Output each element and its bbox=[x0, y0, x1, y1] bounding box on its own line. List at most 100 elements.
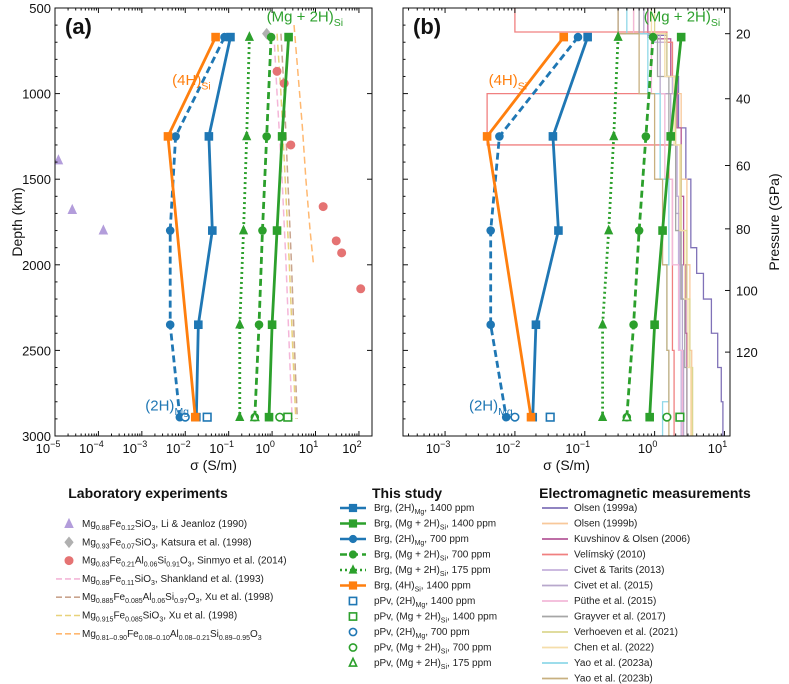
lab-point bbox=[55, 154, 64, 165]
x-tick-label: 10−3 bbox=[426, 439, 451, 456]
text-span: Al bbox=[143, 592, 152, 603]
legend-marker bbox=[348, 656, 358, 667]
text-span: Si bbox=[441, 649, 448, 656]
x-tick-label: 101 bbox=[299, 439, 318, 456]
em-profile-line bbox=[617, 8, 671, 436]
text-span: Mg bbox=[498, 406, 513, 418]
y2-tick-label: 120 bbox=[736, 345, 758, 360]
study-point bbox=[559, 32, 569, 42]
text-span: Mg bbox=[416, 602, 426, 609]
lab-point bbox=[318, 202, 328, 212]
text-span: Mg bbox=[82, 556, 96, 567]
text-span: , Katsura et al. (1998) bbox=[155, 537, 251, 548]
text-span: , 1400 ppm bbox=[446, 519, 496, 530]
text-span: Brg, (Mg + 2H) bbox=[374, 519, 440, 530]
text-span: (Mg + 2H) bbox=[644, 9, 711, 26]
study-point bbox=[211, 32, 220, 42]
y2-tick-label: 20 bbox=[736, 27, 750, 42]
text-span: 0.915 bbox=[96, 617, 114, 624]
y-tick-label: 3000 bbox=[22, 429, 51, 444]
y-tick-label: 1000 bbox=[22, 87, 51, 102]
text-span: 0.89 bbox=[96, 580, 110, 587]
x-axis-label: σ (S/m) bbox=[543, 457, 590, 473]
legend-label-lab: Mg0.93​Fe0.07​SiO3​, Katsura et al. (199… bbox=[82, 537, 252, 550]
legend-label-em: Yao et al. (2023b) bbox=[574, 674, 653, 684]
tick-exp: −1 bbox=[580, 439, 590, 449]
y2-tick-label: 100 bbox=[736, 283, 758, 298]
text-span: Mg bbox=[82, 629, 96, 640]
study-point bbox=[486, 226, 495, 235]
text-span: Mg bbox=[82, 519, 96, 530]
tick-base: 10 bbox=[255, 441, 269, 456]
legend-label-study: pPv, (2H)Mg​, 1400 ppm bbox=[374, 596, 475, 609]
plot-area-b bbox=[482, 8, 725, 436]
study-point bbox=[486, 320, 495, 330]
legend-marker bbox=[348, 519, 358, 528]
ppv-point bbox=[249, 410, 260, 422]
legend-label-em: Grayver et al. (2017) bbox=[574, 612, 666, 623]
study-point bbox=[598, 411, 608, 421]
legend-area: Laboratory experiments This study Electrom… bbox=[56, 485, 751, 684]
legend-label-em: Velímský (2010) bbox=[574, 550, 646, 561]
ppv-point bbox=[545, 412, 555, 422]
legend-label-lab: Mg0.83​Fe0.21​Al0.06​Si0.91​O3​, Sinmyo … bbox=[82, 556, 287, 569]
em-profile-line bbox=[626, 8, 670, 436]
study-point bbox=[165, 226, 175, 235]
study-point bbox=[604, 224, 614, 235]
legend-label-em: Kuvshinov & Olsen (2006) bbox=[574, 534, 690, 545]
text-span: pPv, (2H) bbox=[374, 627, 416, 638]
text-span: Brg, (2H) bbox=[374, 534, 415, 545]
study-point bbox=[548, 132, 558, 141]
text-span: Fe bbox=[110, 537, 122, 548]
text-span: O bbox=[250, 629, 258, 640]
study-point bbox=[284, 32, 293, 42]
lab-point bbox=[286, 140, 296, 150]
study-point bbox=[658, 226, 667, 235]
text-span: Mg bbox=[415, 540, 425, 547]
ppv-point bbox=[510, 412, 520, 422]
text-span: (2H) bbox=[145, 397, 174, 414]
legend-label-lab: Mg0.885​Fe0.085​Al0.06​Si0.97​O3​, Xu et… bbox=[82, 592, 273, 605]
study-point bbox=[208, 226, 217, 235]
study-point bbox=[258, 226, 267, 235]
legend-marker bbox=[348, 581, 358, 590]
text-span: Fe bbox=[113, 611, 125, 622]
y2-tick-label: 80 bbox=[736, 222, 750, 237]
tick-base: 10 bbox=[79, 441, 93, 456]
text-span: O bbox=[188, 592, 196, 603]
lab-point bbox=[356, 284, 366, 294]
text-span: , Sinmyo et al. (2014) bbox=[192, 556, 287, 567]
legend-label-lab: Mg0.81–0.90​Fe0.08–0.10​Al0.08–0.21​Si0.… bbox=[82, 629, 262, 642]
study-point bbox=[238, 224, 249, 235]
text-span: 0.93 bbox=[96, 543, 110, 550]
tick-exp: −4 bbox=[94, 439, 104, 449]
text-span: pPv, (2H) bbox=[374, 596, 416, 607]
study-point bbox=[254, 320, 264, 330]
text-span: pPv, (Mg + 2H) bbox=[374, 643, 441, 654]
x-tick-label: 100 bbox=[255, 439, 274, 456]
x-tick-label: 10−1 bbox=[209, 439, 234, 456]
em-profile-line bbox=[650, 8, 693, 436]
study-point bbox=[676, 32, 686, 42]
legend-label-em: Civet & Tarits (2013) bbox=[574, 565, 664, 576]
text-span: 0.11 bbox=[121, 580, 134, 587]
tick-exp: −3 bbox=[137, 439, 147, 449]
text-span: 3 bbox=[195, 598, 199, 605]
text-span: 3 bbox=[159, 617, 163, 624]
tick-base: 10 bbox=[166, 441, 180, 456]
text-span: Mg bbox=[82, 592, 96, 603]
text-span: SiO bbox=[135, 537, 152, 548]
tick-base: 10 bbox=[299, 441, 313, 456]
legend-label-study: Brg, (Mg + 2H)Si​, 700 ppm bbox=[374, 550, 491, 563]
study-point bbox=[266, 32, 276, 42]
legend-label-study: pPv, (Mg + 2H)Si​, 700 ppm bbox=[374, 643, 492, 656]
study-point bbox=[598, 318, 608, 329]
x-tick-label: 10−5 bbox=[36, 439, 61, 456]
text-span: Si bbox=[201, 81, 210, 93]
study-point bbox=[267, 320, 277, 330]
text-span: SiO bbox=[135, 519, 152, 530]
text-span: Si bbox=[441, 618, 448, 625]
text-span: , 1400 ppm bbox=[424, 503, 474, 514]
study-point bbox=[501, 412, 511, 422]
text-span: 0.91 bbox=[166, 562, 180, 569]
